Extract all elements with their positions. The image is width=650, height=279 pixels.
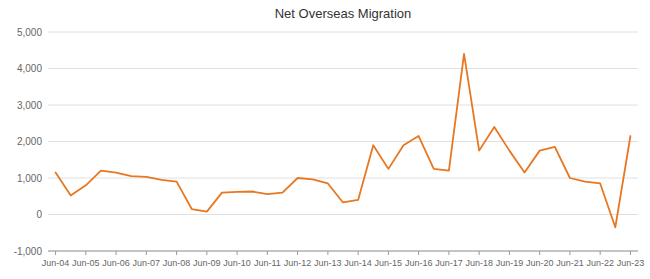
x-tick <box>358 251 359 255</box>
x-tick <box>297 251 298 255</box>
line <box>56 54 631 227</box>
series <box>56 54 631 227</box>
chart: Net Overseas Migration -1,000 0 1,000 2,000 3… <box>0 0 650 279</box>
x-tick <box>55 251 56 255</box>
title: Net Overseas Migration <box>275 6 412 21</box>
x-tick <box>206 251 207 255</box>
grid-line <box>48 214 638 215</box>
x-tick-label: Jun-20 <box>526 258 554 268</box>
y-tick-label: 3,000 <box>17 100 42 111</box>
x-tick-label: Jun-04 <box>42 258 70 268</box>
y-tick-label: 1,000 <box>17 173 42 184</box>
x-axis-line <box>48 251 638 252</box>
x-tick <box>116 251 117 255</box>
grid-line <box>48 141 638 142</box>
x-tick <box>85 251 86 255</box>
x-tick-label: Jun-21 <box>556 258 584 268</box>
x-tick-label: Jun-16 <box>405 258 433 268</box>
x-tick <box>237 251 238 255</box>
x-tick <box>630 251 631 255</box>
x-tick <box>509 251 510 255</box>
x-tick-label: Jun-15 <box>375 258 403 268</box>
x-tick-label: Jun-10 <box>223 258 251 268</box>
y-tick-label: -1,000 <box>14 246 43 257</box>
x-tick-label: Jun-11 <box>254 258 281 268</box>
x-tick <box>479 251 480 255</box>
y-tick-label: 0 <box>36 209 42 220</box>
x-tick <box>327 251 328 255</box>
x-tick <box>569 251 570 255</box>
x-tick-label: Jun-18 <box>465 258 493 268</box>
y-tick-label: 2,000 <box>17 136 42 147</box>
x-tick <box>600 251 601 255</box>
y-tick-label: 5,000 <box>17 27 42 38</box>
x-tick-label: Jun-14 <box>344 258 372 268</box>
x-tick-label: Jun-05 <box>72 258 100 268</box>
x-tick-label: Jun-13 <box>314 258 342 268</box>
x-tick-label: Jun-06 <box>102 258 130 268</box>
x-tick <box>418 251 419 255</box>
grid <box>48 32 638 251</box>
grid-line <box>48 178 638 179</box>
grid-line <box>48 68 638 69</box>
grid-line <box>48 32 638 33</box>
x-tick-label: Jun-07 <box>133 258 161 268</box>
y-tick-label: 4,000 <box>17 63 42 74</box>
x-tick <box>539 251 540 255</box>
x-tick <box>176 251 177 255</box>
grid-line <box>48 251 638 252</box>
x-tick <box>146 251 147 255</box>
x-tick-label: Jun-08 <box>163 258 191 268</box>
x-tick <box>267 251 268 255</box>
x-tick-label: Jun-09 <box>193 258 221 268</box>
x-tick-label: Jun-22 <box>586 258 614 268</box>
x-tick <box>448 251 449 255</box>
x-tick-label: Jun-12 <box>284 258 312 268</box>
x-tick <box>388 251 389 255</box>
x-tick-label: Jun-23 <box>617 258 645 268</box>
x-tick-label: Jun-19 <box>496 258 524 268</box>
grid-line <box>48 105 638 106</box>
x-tick-label: Jun-17 <box>435 258 463 268</box>
